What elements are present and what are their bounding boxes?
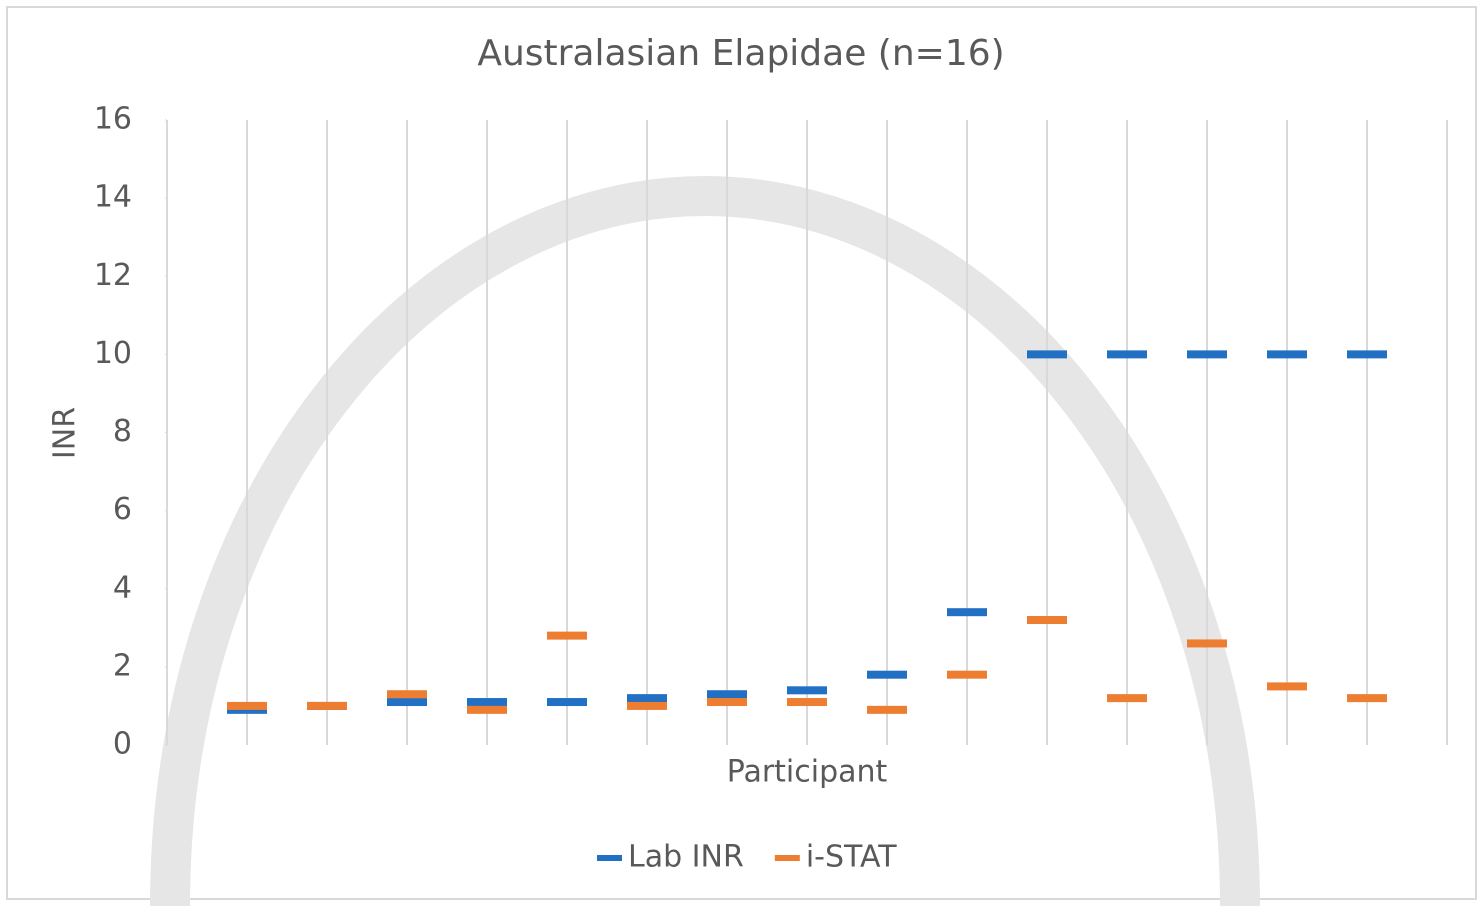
- y-tick-label: 6: [113, 492, 132, 527]
- marker: [1107, 694, 1147, 702]
- legend-swatch: [597, 855, 622, 861]
- y-tick-label: 0: [113, 727, 132, 762]
- y-tick-label: 12: [94, 258, 132, 293]
- marker: [947, 671, 987, 679]
- marker: [227, 702, 267, 710]
- legend-label: Lab INR: [628, 840, 744, 875]
- y-tick-label: 10: [94, 336, 132, 371]
- marker: [627, 702, 667, 710]
- marker: [547, 698, 587, 706]
- marker: [1267, 682, 1307, 690]
- legend-swatch: [775, 855, 800, 861]
- marker: [1107, 350, 1147, 358]
- marker: [627, 694, 667, 702]
- marker: [1267, 350, 1307, 358]
- marker: [387, 698, 427, 706]
- legend-label: i-STAT: [806, 840, 897, 875]
- marker: [1027, 616, 1067, 624]
- y-tick-label: 14: [94, 180, 132, 215]
- marker: [787, 698, 827, 706]
- marker: [467, 698, 507, 706]
- marker: [547, 632, 587, 640]
- x-axis-label: Participant: [727, 755, 888, 790]
- marker: [1347, 350, 1387, 358]
- marker: [867, 706, 907, 714]
- chart-title: Australasian Elapidae (n=16): [477, 33, 1004, 74]
- y-axis-label: INR: [48, 407, 83, 459]
- marker: [947, 608, 987, 616]
- marker: [1187, 350, 1227, 358]
- marker: [707, 690, 747, 698]
- marker: [707, 698, 747, 706]
- y-tick-label: 4: [113, 570, 132, 605]
- y-tick-label: 8: [113, 414, 132, 449]
- chart: Australasian Elapidae (n=16) INR Partici…: [0, 0, 1483, 906]
- marker: [867, 671, 907, 679]
- marker: [1027, 350, 1067, 358]
- marker: [1187, 639, 1227, 647]
- page: {"chart_data": {"type": "marker", "title…: [0, 0, 1483, 906]
- marker: [467, 706, 507, 714]
- marker: [1347, 694, 1387, 702]
- marker: [787, 686, 827, 694]
- y-tick-label: 2: [113, 648, 132, 683]
- marker: [307, 702, 347, 710]
- y-tick-label: 16: [94, 102, 132, 137]
- marker: [387, 690, 427, 698]
